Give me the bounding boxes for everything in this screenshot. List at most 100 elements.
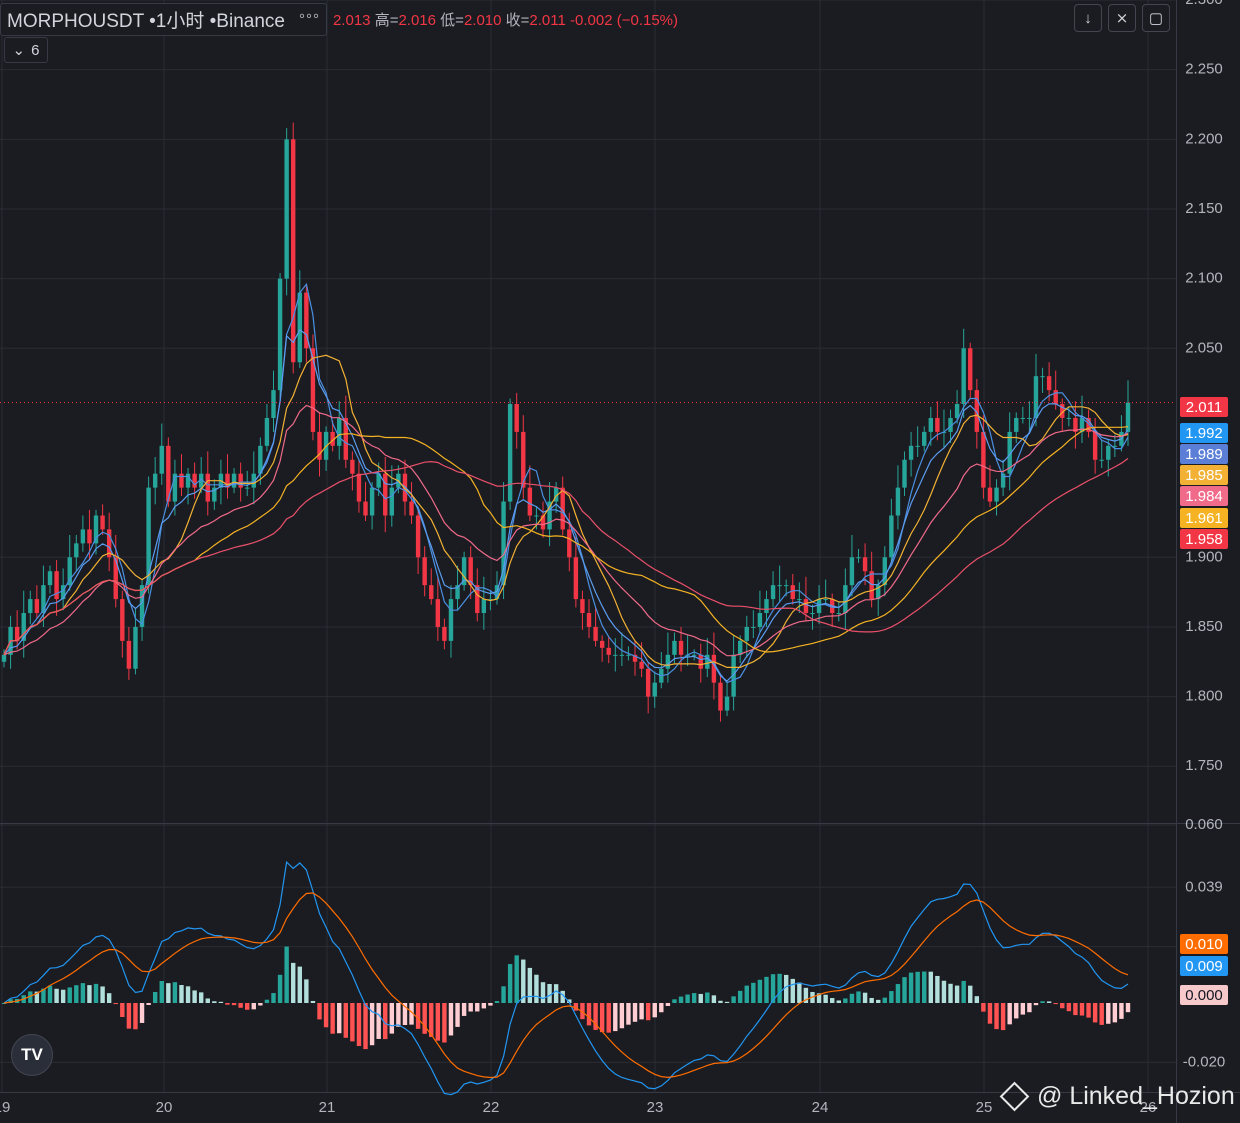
candle-body (1073, 417, 1078, 432)
macd-histogram-bar (218, 1001, 224, 1003)
price-badge-label: 1.958 (1185, 531, 1223, 548)
candle-body (1066, 417, 1072, 419)
candle-body (80, 529, 86, 544)
candle-body (527, 487, 533, 516)
candle-body (113, 557, 118, 600)
macd-histogram-bar (369, 1003, 375, 1046)
price-tick-label: 2.100 (1185, 270, 1223, 287)
collapse-icon: ⨯ (1115, 10, 1129, 27)
macd-histogram-bar (317, 1003, 322, 1020)
price-badge-label: 1.989 (1185, 446, 1223, 463)
candle-body (823, 599, 828, 601)
price-tick-label: 2.300 (1185, 0, 1223, 8)
macd-histogram-bar (665, 1003, 671, 1006)
candle-body (534, 515, 539, 517)
candle-body (383, 473, 388, 516)
macd-histogram-bar (731, 996, 736, 1003)
binance-diamond-icon (999, 1081, 1030, 1112)
candle-body (954, 404, 960, 418)
candle-body (369, 487, 375, 516)
macd-histogram-bar (659, 1003, 664, 1013)
macd-histogram-bar (34, 991, 40, 1003)
macd-histogram-bar (711, 995, 717, 1003)
candle-body (166, 445, 171, 502)
macd-badge-label: 0.000 (1185, 987, 1223, 1004)
macd-histogram-bar (1112, 1003, 1118, 1023)
macd-histogram-bar (816, 993, 822, 1003)
macd-histogram-bar (383, 1003, 388, 1040)
price-tick-label: 2.150 (1185, 200, 1223, 217)
macd-histogram-bar (685, 994, 690, 1003)
candle-body (764, 599, 769, 614)
macd-histogram-bar (823, 994, 828, 1003)
price-badge (1180, 486, 1228, 506)
price-tick-label: 1.750 (1185, 757, 1223, 774)
tradingview-logo-icon[interactable]: TV (11, 1034, 53, 1076)
watermark: @ Linked_Hozion (999, 1081, 1235, 1112)
macd-histogram-bar (251, 1003, 256, 1010)
candle-body (291, 139, 296, 363)
macd-histogram-bar (93, 983, 99, 1003)
macd-histogram-bar (895, 984, 901, 1003)
macd-histogram-bar (908, 972, 914, 1003)
candle-body (258, 445, 263, 474)
maximize-button[interactable]: ▢ (1142, 4, 1170, 32)
chart-header: MORPHOUSDT •1小时 •Binance °°° 2.013 高=2.0… (0, 2, 678, 36)
macd-histogram-bar (1020, 1003, 1026, 1015)
candle-body (1060, 404, 1065, 418)
macd-histogram-bar (1007, 1003, 1012, 1025)
candle-body (507, 404, 513, 502)
candle-body (586, 613, 592, 627)
symbol-text: MORPHOUSDT •1小时 •Binance (7, 10, 285, 32)
candle-body (475, 585, 480, 614)
candle-body (198, 473, 204, 488)
candle-body (790, 585, 795, 600)
macd-histogram-bar (429, 1003, 434, 1037)
candle-body (652, 682, 657, 697)
candle-body (212, 487, 217, 502)
candle-body (731, 654, 736, 697)
price-badge (1180, 444, 1228, 464)
price-badge-label: 2.011 (1186, 399, 1222, 416)
macd-histogram-bar (205, 998, 210, 1003)
time-tick-label: 21 (319, 1099, 336, 1116)
macd-line (3, 860, 1129, 1096)
candle-body (843, 585, 848, 614)
macd-histogram-bar (264, 999, 270, 1003)
macd-histogram-bar (87, 985, 92, 1003)
macd-histogram-bar (507, 964, 513, 1003)
candle-body (567, 529, 572, 558)
macd-histogram-bar (1014, 1003, 1019, 1019)
macd-histogram-bar (922, 971, 927, 1003)
macd-histogram-bar (1125, 1003, 1131, 1013)
candle-body (21, 613, 26, 641)
macd-histogram-bar (639, 1003, 644, 1020)
candle-body (665, 654, 671, 669)
candle-body (297, 292, 302, 363)
price-tick-label: 2.250 (1185, 61, 1223, 78)
candle-body (41, 585, 46, 614)
collapse-button[interactable]: ⨯ (1108, 4, 1136, 32)
macd-histogram-bar (645, 1003, 651, 1021)
more-icon[interactable]: °°° (298, 10, 320, 28)
price-badge-label: 1.985 (1185, 467, 1223, 484)
candle-body (908, 445, 914, 460)
candle-body (159, 445, 164, 474)
macd-histogram-bar (678, 996, 684, 1003)
macd-histogram-bar (481, 1003, 487, 1009)
indicator-toggle[interactable]: ⌄ 6 (4, 37, 48, 63)
price-badge-label: 1.961 (1185, 510, 1223, 527)
candle-body (783, 585, 789, 587)
scroll-down-button[interactable]: ↓ (1074, 4, 1102, 32)
macd-histogram-bar (777, 973, 782, 1003)
candle-body (698, 654, 703, 669)
candle-body (981, 431, 986, 488)
macd-histogram-bar (586, 1003, 592, 1026)
symbol-label[interactable]: MORPHOUSDT •1小时 •Binance °°° (0, 2, 327, 36)
candle-body (231, 473, 237, 488)
macd-histogram-bar (705, 992, 710, 1003)
candle-body (74, 543, 79, 558)
macd-histogram-bar (185, 986, 191, 1003)
macd-histogram-bar (225, 1003, 230, 1005)
